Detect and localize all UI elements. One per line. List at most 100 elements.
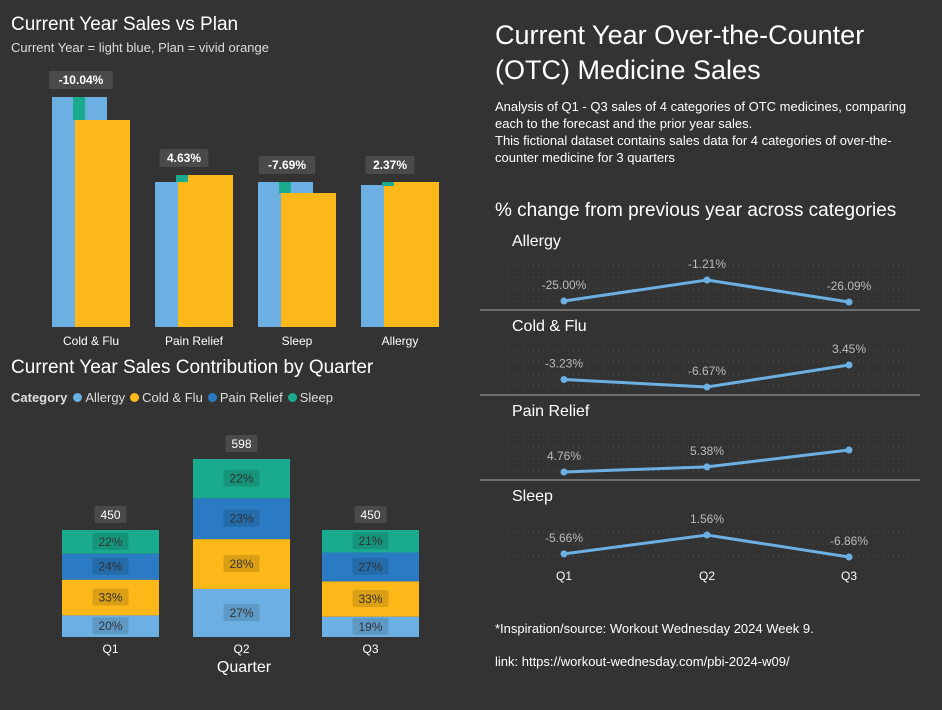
legend-dot-icon <box>207 393 217 402</box>
variance-marker <box>279 182 291 193</box>
panel-title: Cold & Flu <box>512 318 587 335</box>
data-point <box>560 297 568 305</box>
legend-label: Allergy <box>85 390 126 405</box>
data-label: -6.86% <box>830 534 868 548</box>
panel-title: Allergy <box>512 233 561 250</box>
data-point <box>703 463 711 471</box>
segment-label: 33% <box>98 591 122 605</box>
legend-dot-icon <box>130 393 140 402</box>
legend-title: Category <box>11 390 68 405</box>
legend-item[interactable]: Sleep <box>287 390 333 405</box>
segment-label-bg <box>92 588 129 606</box>
total-label-bg <box>94 506 127 523</box>
contribution-title: Current Year Sales Contribution by Quart… <box>11 357 374 378</box>
segment-label: 28% <box>229 557 253 571</box>
plan-bar <box>75 120 130 327</box>
data-point <box>845 446 853 454</box>
segment-label: 20% <box>98 619 122 633</box>
segment-label: 24% <box>98 560 122 574</box>
data-point <box>703 383 711 391</box>
variance-marker <box>382 182 394 186</box>
variance-label-bg <box>258 156 316 174</box>
contribution-chart: 20% 33% 24% 22% 450 Q1 27% 28% 23% 22% 598 Q2 19% 33%… <box>62 435 419 676</box>
data-point <box>703 531 711 539</box>
sales-vs-plan-title: Current Year Sales vs Plan <box>11 14 239 35</box>
segment-label-bg <box>223 555 260 573</box>
segment-label: 21% <box>358 534 382 548</box>
stack-segment <box>62 530 159 554</box>
data-point <box>560 376 568 384</box>
legend-item[interactable]: Cold & Flu <box>130 390 203 405</box>
data-label: 3.45% <box>832 342 866 356</box>
stack-segment <box>62 615 159 637</box>
legend-label: Pain Relief <box>219 390 283 405</box>
pct-change-title: % change from previous year across categ… <box>495 200 897 221</box>
total-label: 450 <box>100 508 120 522</box>
segment-label: 27% <box>229 606 253 620</box>
category-tick-label: Sleep <box>282 334 313 348</box>
stack-segment <box>322 552 419 582</box>
plan-bar <box>281 193 336 327</box>
segment-label-bg <box>223 603 260 621</box>
description-line-1: Analysis of Q1 - Q3 sales of 4 categorie… <box>495 99 907 131</box>
stack-segment <box>193 588 290 637</box>
sales-vs-plan-subtitle: Current Year = light blue, Plan = vivid … <box>11 40 270 55</box>
quarter-tick-label: Q3 <box>841 569 857 583</box>
stack-segment <box>193 539 290 589</box>
stack-segment <box>322 581 419 617</box>
segment-label-bg <box>92 557 129 575</box>
stack-segment <box>193 459 290 499</box>
data-label: -6.67% <box>688 364 726 378</box>
total-label: 598 <box>231 437 251 451</box>
segment-label-bg <box>223 509 260 527</box>
data-label: 5.38% <box>690 444 724 458</box>
category-tick-label: Allergy <box>382 334 419 348</box>
variance-label-bg <box>365 156 415 174</box>
total-label: 450 <box>360 508 380 522</box>
quarter-tick-label: Q3 <box>362 642 378 656</box>
legend-item[interactable]: Allergy <box>73 390 125 405</box>
legend-item[interactable]: Pain Relief <box>207 390 283 405</box>
data-point <box>703 276 711 284</box>
stack-segment <box>62 579 159 616</box>
data-label: 4.76% <box>547 449 581 463</box>
quarter-axis-label: Quarter <box>217 659 272 676</box>
data-label: 1.56% <box>690 512 724 526</box>
source-note: *Inspiration/source: Workout Wednesday 2… <box>495 621 814 636</box>
variance-label-bg <box>159 149 209 167</box>
data-label: -3.23% <box>545 357 583 371</box>
data-label: -26.09% <box>827 279 872 293</box>
variance-marker <box>176 175 188 182</box>
variance-label-bg <box>49 71 113 89</box>
data-point <box>845 361 853 369</box>
variance-marker <box>73 97 85 120</box>
legend-label: Sleep <box>299 390 333 405</box>
source-link[interactable]: link: https://workout-wednesday.com/pbi-… <box>495 654 790 669</box>
segment-label-bg <box>352 557 389 575</box>
contribution-legend: Category Allergy Cold & Flu Pain Relief Sle… <box>11 390 338 405</box>
segment-label-bg <box>223 469 260 487</box>
quarter-tick-label: Q2 <box>233 642 249 656</box>
description-line-2: This fictional dataset contains sales da… <box>495 133 892 165</box>
segment-label-bg <box>92 617 129 635</box>
data-label: -1.21% <box>688 257 726 271</box>
data-point <box>560 468 568 476</box>
segment-label-bg <box>352 590 389 608</box>
segment-label: 19% <box>358 620 382 634</box>
variance-label: -7.69% <box>268 158 306 172</box>
segment-label: 33% <box>358 592 382 606</box>
pct-change-chart: Allergy -25.00% -1.21% -26.09% Cold & Flu -3.… <box>480 233 920 583</box>
stack-segment <box>62 553 159 580</box>
legend-dot-icon <box>73 393 83 402</box>
segment-label-bg <box>352 532 389 550</box>
quarter-tick-label: Q1 <box>556 569 572 583</box>
panel-title: Sleep <box>512 488 553 505</box>
data-point <box>560 550 568 558</box>
segment-label-bg <box>352 617 389 635</box>
data-label: -25.00% <box>542 278 587 292</box>
panel-title: Pain Relief <box>512 403 590 420</box>
data-label: -5.66% <box>545 531 583 545</box>
category-tick-label: Cold & Flu <box>63 334 119 348</box>
segment-label-bg <box>92 532 129 550</box>
stack-segment <box>322 530 419 553</box>
